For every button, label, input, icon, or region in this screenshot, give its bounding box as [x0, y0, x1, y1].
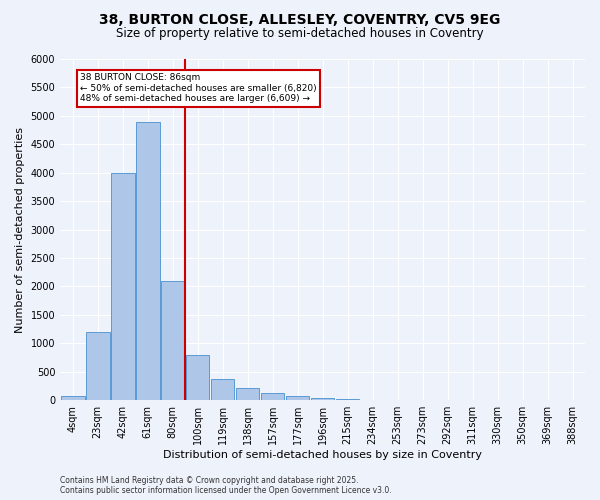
X-axis label: Distribution of semi-detached houses by size in Coventry: Distribution of semi-detached houses by …: [163, 450, 482, 460]
Bar: [186, 354, 209, 400]
Bar: [211, 378, 235, 400]
Bar: [311, 398, 334, 400]
Bar: [236, 388, 259, 400]
Bar: [111, 172, 134, 400]
Bar: [261, 393, 284, 400]
Y-axis label: Number of semi-detached properties: Number of semi-detached properties: [15, 126, 25, 332]
Text: Contains HM Land Registry data © Crown copyright and database right 2025.
Contai: Contains HM Land Registry data © Crown c…: [60, 476, 392, 495]
Text: 38 BURTON CLOSE: 86sqm
← 50% of semi-detached houses are smaller (6,820)
48% of : 38 BURTON CLOSE: 86sqm ← 50% of semi-det…: [80, 73, 317, 103]
Text: 38, BURTON CLOSE, ALLESLEY, COVENTRY, CV5 9EG: 38, BURTON CLOSE, ALLESLEY, COVENTRY, CV…: [100, 12, 500, 26]
Bar: [161, 281, 185, 400]
Bar: [286, 396, 310, 400]
Bar: [336, 399, 359, 400]
Bar: [61, 396, 85, 400]
Text: Size of property relative to semi-detached houses in Coventry: Size of property relative to semi-detach…: [116, 28, 484, 40]
Bar: [86, 332, 110, 400]
Bar: [136, 122, 160, 400]
